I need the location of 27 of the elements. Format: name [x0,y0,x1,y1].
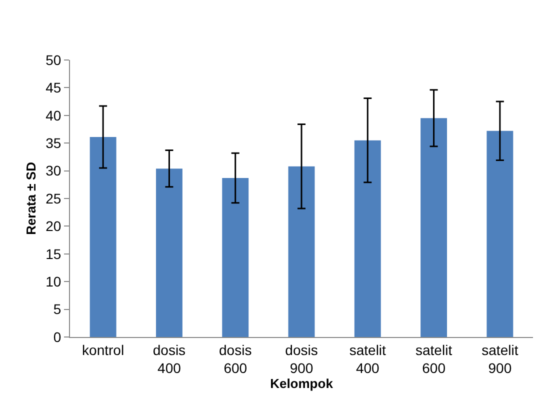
x-tick-label: kontrol [82,342,124,358]
y-tick-label: 25 [46,190,62,206]
x-tick-label: satelit 600 [416,342,452,376]
y-tick-label: 10 [46,274,62,290]
y-tick-label: 50 [46,52,62,68]
x-axis-title: Kelompok [270,376,334,391]
y-tick-label: 15 [46,246,62,262]
bar [222,178,249,337]
y-tick-label: 35 [46,135,62,151]
y-tick-label: 40 [46,107,62,124]
x-tick-label: dosis 400 [152,342,186,376]
bar [486,130,514,337]
bar [90,137,116,337]
y-tick-label: 30 [46,162,62,179]
x-tick-label: satelit 400 [349,342,386,376]
y-tick-label: 5 [53,301,62,318]
y-tick-label: 45 [46,80,62,96]
bar [420,118,448,337]
bar [156,168,182,337]
x-tick-label: dosis 600 [219,342,252,376]
x-tick-label: satelit 900 [482,342,518,376]
bar [288,166,315,337]
y-tick-label: 0 [53,328,62,345]
y-tick-label: 20 [46,218,62,234]
y-axis-title: Rerata ± SD [24,162,39,235]
x-tick-label: dosis 900 [285,342,318,376]
bar [354,140,381,337]
